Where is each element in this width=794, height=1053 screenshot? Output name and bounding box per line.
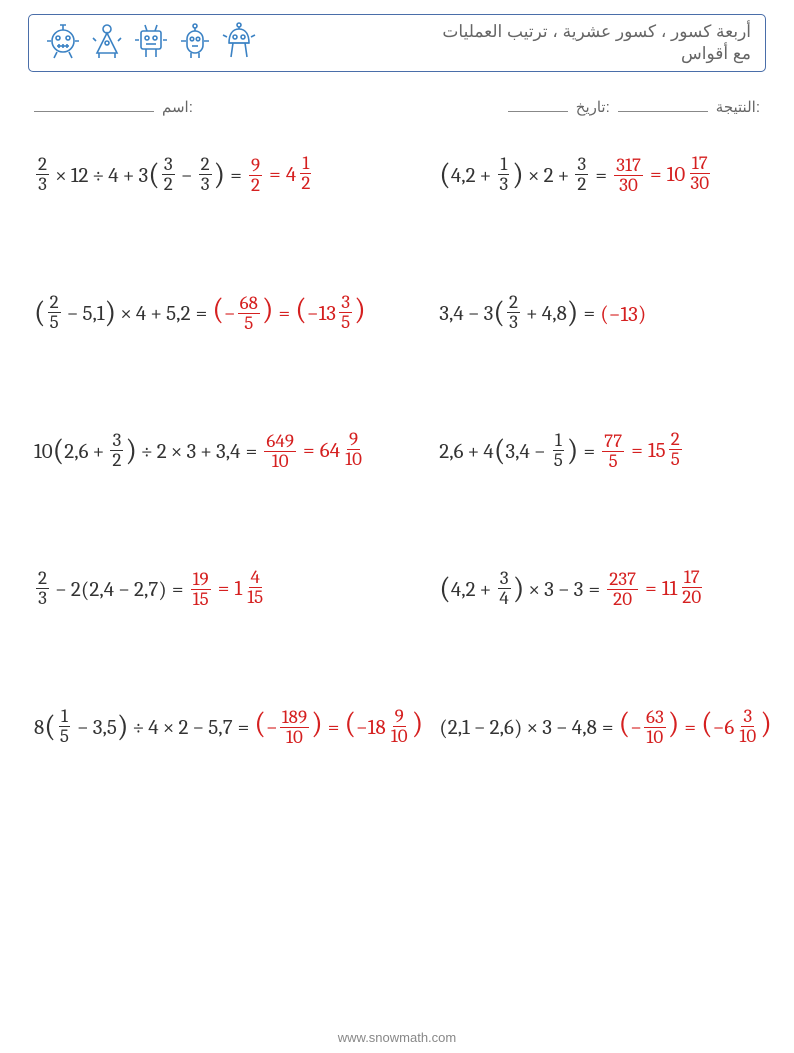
date-label: :تاريخ	[576, 98, 610, 116]
problem: 3,4−3(23+4,8)=(−13)	[439, 292, 772, 336]
problem: 23−2(2,4−2,7)=1915=1415	[34, 568, 423, 612]
answer: 31730=101730	[612, 155, 713, 195]
answer: (−6310)=(−6310)	[619, 707, 772, 749]
name-field: :اسم	[34, 94, 193, 116]
footer-text: www.snowmath.com	[0, 1030, 794, 1045]
answer: 64910=64910	[262, 431, 366, 471]
name-label: :اسم	[162, 98, 193, 116]
result-date-field: :النتيجة :تاريخ	[508, 94, 760, 116]
problem: 23×12÷4+3(32−23)=92=412	[34, 154, 423, 198]
robot-icon	[175, 21, 215, 66]
answer: 23720=111720	[605, 569, 705, 609]
answer: (−18910)=(−18910)	[254, 707, 423, 749]
problem: (25−5,1)×4+5,2=(−685)=(−1335)	[34, 292, 423, 336]
robot-icons	[43, 21, 259, 66]
title-bar: أربعة كسور ، كسور عشرية ، ترتيب العمليات…	[28, 14, 766, 72]
robot-icon	[43, 21, 83, 66]
answer: 92=412	[247, 155, 314, 195]
problem: 10(2,6+32)÷2×3+3,4=64910=64910	[34, 430, 423, 474]
robot-icon	[219, 21, 259, 66]
result-label: :النتيجة	[716, 98, 760, 116]
result-blank[interactable]	[618, 94, 708, 112]
problem: (2,1−2,6)×3−4,8=(−6310)=(−6310)	[439, 706, 772, 750]
answer: 1915=1415	[189, 569, 268, 609]
meta-row: :اسم :النتيجة :تاريخ	[28, 94, 766, 116]
robot-icon	[131, 21, 171, 66]
problem: 2,6+4(3,4−15)=775=1525	[439, 430, 772, 474]
worksheet-title: أربعة كسور ، كسور عشرية ، ترتيب العمليات…	[431, 21, 751, 65]
robot-icon	[87, 21, 127, 66]
name-blank[interactable]	[34, 94, 154, 112]
date-blank[interactable]	[508, 94, 568, 112]
problems-grid: 23×12÷4+3(32−23)=92=412(4,2+13)×2+32=317…	[28, 154, 766, 750]
answer: (−685)=(−1335)	[212, 293, 365, 335]
answer: (−13)	[600, 301, 646, 327]
problem: 8(15−3,5)÷4×2−5,7=(−18910)=(−18910)	[34, 706, 423, 750]
problem: (4,2+34)×3−3=23720=111720	[439, 568, 772, 612]
answer: 775=1525	[600, 431, 684, 471]
problem: (4,2+13)×2+32=31730=101730	[439, 154, 772, 198]
